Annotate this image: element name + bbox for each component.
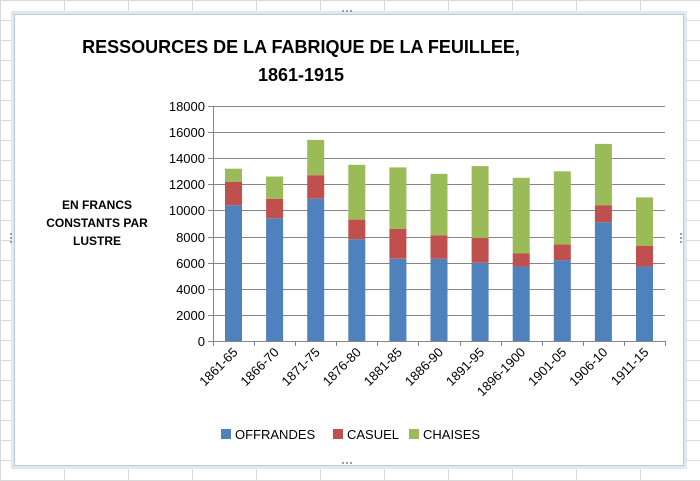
y-tick-label: 18000 [169, 99, 205, 114]
bars [225, 139, 653, 342]
resize-handle-bottom[interactable] [342, 462, 356, 466]
bar-chaises-1886-90 [430, 173, 448, 236]
bar-chaises-1911-15 [636, 197, 653, 246]
legend-swatch [333, 429, 343, 439]
bar-casuel-1866-70 [266, 198, 284, 219]
legend-label: CHAISES [423, 427, 480, 442]
x-tick-label: 1906-10 [566, 345, 610, 389]
legend-swatch [409, 429, 419, 439]
legend: OFFRANDES CASUEL CHAISES [221, 427, 480, 442]
y-tick-label: 2000 [176, 308, 205, 323]
bar-chaises-1891-95 [471, 166, 489, 238]
bar-offrandes-1891-95 [471, 262, 489, 341]
chart-title-line-2: 1861-1915 [258, 65, 344, 85]
x-axis-ticks: 1861-651866-701871-751876-801881-851886-… [196, 341, 666, 399]
bar-casuel-1901-05 [553, 244, 571, 261]
y-tick-label: 8000 [176, 230, 205, 245]
y-tick-label: 12000 [169, 177, 205, 192]
legend-item-chaises[interactable]: CHAISES [409, 427, 480, 442]
bar-casuel-1896-1900 [512, 253, 530, 267]
bar-chaises-1871-75 [307, 139, 325, 176]
bar-casuel-1881-85 [389, 228, 407, 259]
bar-offrandes-1911-15 [636, 266, 653, 341]
y-tick-label: 6000 [176, 256, 205, 271]
x-tick-label: 1911-15 [608, 345, 652, 389]
resize-handle-left[interactable] [10, 233, 14, 247]
bar-offrandes-1876-80 [348, 239, 366, 341]
y-tick-label: 10000 [169, 203, 205, 218]
bar-casuel-1891-95 [471, 237, 489, 263]
bar-chaises-1901-05 [553, 171, 571, 245]
resize-handle-top[interactable] [342, 10, 356, 14]
bar-chaises-1866-70 [266, 176, 284, 199]
bar-offrandes-1866-70 [266, 218, 284, 341]
chart-title: RESSOURCES DE LA FABRIQUE DE LA FEUILLEE… [82, 37, 520, 85]
bar-offrandes-1886-90 [430, 258, 448, 342]
x-tick-label: 1866-70 [237, 345, 281, 389]
bar-casuel-1906-10 [594, 205, 612, 223]
bar-chaises-1906-10 [594, 143, 612, 206]
bar-offrandes-1906-10 [594, 222, 612, 341]
y-axis-label-line-3: LUSTRE [73, 234, 121, 248]
bar-chaises-1876-80 [348, 164, 366, 220]
bar-offrandes-1871-75 [307, 198, 325, 341]
bar-offrandes-1881-85 [389, 258, 407, 342]
bar-casuel-1861-65 [225, 181, 242, 206]
bar-casuel-1886-90 [430, 235, 448, 259]
x-tick-label: 1881-85 [361, 345, 405, 389]
bar-chaises-1861-65 [225, 168, 242, 182]
legend-item-casuel[interactable]: CASUEL [333, 427, 399, 442]
legend-label: CASUEL [347, 427, 399, 442]
y-tick-label: 0 [198, 334, 205, 349]
y-tick-label: 4000 [176, 282, 205, 297]
bar-offrandes-1901-05 [553, 260, 571, 341]
chart-title-line-1: RESSOURCES DE LA FABRIQUE DE LA FEUILLEE… [82, 37, 520, 57]
x-tick-label: 1876-80 [320, 345, 364, 389]
legend-label: OFFRANDES [235, 427, 316, 442]
x-tick-label: 1861-65 [196, 345, 240, 389]
resize-handle-right[interactable] [680, 233, 684, 247]
bar-chaises-1881-85 [389, 167, 407, 229]
legend-item-offrandes[interactable]: OFFRANDES [221, 427, 316, 442]
legend-swatch [221, 429, 231, 439]
bar-casuel-1876-80 [348, 219, 366, 240]
y-tick-label: 14000 [169, 151, 205, 166]
x-tick-label: 1886-90 [402, 345, 446, 389]
bar-chaises-1896-1900 [512, 177, 530, 254]
y-tick-label: 16000 [169, 125, 205, 140]
y-axis-label: EN FRANCS CONSTANTS PAR LUSTRE [46, 198, 148, 248]
bar-casuel-1871-75 [307, 175, 325, 199]
bar-casuel-1911-15 [636, 245, 653, 267]
axes [213, 106, 665, 342]
y-axis-label-line-1: EN FRANCS [62, 198, 132, 212]
bar-offrandes-1861-65 [225, 205, 242, 341]
x-tick-label: 1901-05 [525, 345, 569, 389]
y-axis-ticks: 0 2000 4000 6000 8000 10000 12000 14000 16000 180… [169, 99, 213, 349]
y-axis-label-line-2: CONSTANTS PAR [46, 216, 148, 230]
bar-offrandes-1896-1900 [512, 266, 530, 341]
x-tick-label: 1871-75 [278, 345, 322, 389]
chart-container[interactable]: RESSOURCES DE LA FABRIQUE DE LA FEUILLEE… [10, 10, 684, 466]
stacked-bar-chart: RESSOURCES DE LA FABRIQUE DE LA FEUILLEE… [46, 37, 666, 442]
